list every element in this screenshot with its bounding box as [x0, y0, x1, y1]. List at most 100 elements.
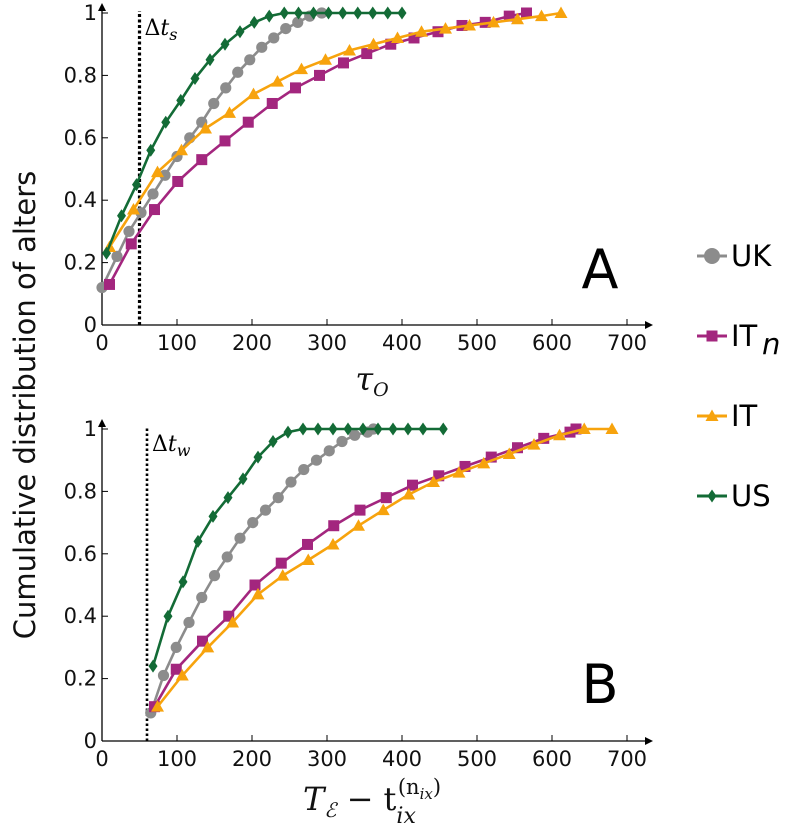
series-it: [151, 422, 619, 712]
data-point: [242, 116, 254, 128]
series-it: [103, 6, 568, 252]
data-point: [132, 178, 141, 192]
y-axis-arrow: [98, 419, 106, 427]
x-tick-label: 100: [157, 747, 197, 771]
x-axis-arrow: [645, 737, 653, 745]
series-uk: [145, 423, 380, 719]
data-point: [527, 438, 541, 450]
legend-marker: [705, 409, 719, 421]
y-tick-label: 1: [84, 417, 97, 441]
y-tick-label: 0.2: [64, 667, 97, 691]
data-point: [183, 616, 195, 629]
data-point: [235, 25, 245, 39]
series-it-n: [104, 7, 532, 290]
data-point: [459, 460, 471, 472]
data-point: [266, 97, 278, 109]
data-point: [135, 207, 147, 219]
y-tick-label: 0: [84, 729, 97, 753]
legend-label-subscript: n: [762, 327, 780, 361]
data-point: [338, 57, 349, 69]
data-point: [196, 154, 208, 166]
data-point: [290, 82, 301, 94]
data-point: [408, 32, 420, 44]
data-point: [553, 428, 566, 441]
data-point: [521, 7, 532, 19]
data-point: [259, 504, 272, 516]
series-us: [148, 422, 448, 673]
data-point: [577, 422, 591, 434]
data-point: [415, 25, 428, 37]
data-point: [197, 635, 208, 647]
data-point: [190, 72, 200, 86]
data-point: [338, 6, 348, 20]
data-point: [349, 429, 361, 441]
data-point: [125, 238, 137, 250]
x-tick-label: 300: [307, 331, 347, 355]
data-point: [310, 454, 323, 466]
legend-marker: [704, 248, 720, 264]
data-point: [247, 87, 260, 100]
data-point: [159, 169, 171, 181]
data-point: [407, 479, 418, 491]
data-point: [485, 451, 497, 463]
data-point: [358, 422, 368, 436]
data-point: [268, 434, 278, 448]
data-point: [275, 557, 287, 569]
series-line: [149, 427, 375, 714]
data-point: [223, 106, 236, 118]
data-point: [170, 663, 182, 675]
data-point: [175, 143, 188, 156]
data-point: [127, 203, 140, 215]
data-point: [175, 668, 189, 681]
panel-a: 0 100 200 300 400 500 600 700 0 0.2 0.4 0.6 0.8 1 Δts A…: [64, 1, 653, 401]
data-point: [391, 31, 404, 43]
y-tick-label: 0.8: [64, 479, 97, 503]
data-point: [605, 422, 619, 434]
data-point: [353, 6, 363, 20]
series-line: [108, 11, 527, 286]
x-axis-arrow: [645, 321, 653, 329]
x-tick-label: 300: [307, 747, 347, 771]
data-point: [326, 537, 340, 550]
panel-b: 0 100 200 300 400 500 600 700 0 0.2 0.4 0.6 0.8 1 Δtw B…: [64, 417, 653, 829]
data-point: [279, 6, 289, 20]
y-tick-label: 1: [84, 1, 97, 25]
series-line: [151, 427, 444, 667]
data-point: [309, 6, 318, 20]
data-point: [313, 422, 323, 436]
data-point: [123, 225, 135, 237]
x-tick-label: 200: [232, 747, 272, 771]
data-point: [512, 442, 523, 454]
data-point: [388, 422, 398, 436]
data-point: [208, 97, 220, 110]
data-point: [385, 38, 397, 50]
data-point: [433, 470, 445, 482]
data-point: [264, 9, 274, 23]
data-point: [271, 75, 284, 87]
legend-item-it: IT: [697, 399, 758, 433]
x-axis-label: Tℰ − tix(nix): [303, 775, 441, 829]
data-point: [285, 476, 297, 488]
y-tick-label: 0.8: [64, 63, 97, 87]
data-point: [376, 503, 390, 516]
data-point: [146, 143, 156, 157]
data-point: [294, 6, 303, 20]
data-point: [268, 32, 280, 44]
y-tick-label: 0.4: [64, 188, 97, 212]
data-point: [328, 422, 338, 436]
y-axis-label: Cumulative distribution of alters: [8, 171, 42, 639]
data-point: [403, 422, 413, 436]
legend-item-it-n: IT n: [697, 319, 780, 361]
data-point: [538, 432, 550, 444]
data-point: [238, 472, 248, 486]
data-point: [163, 609, 173, 623]
data-point: [249, 15, 259, 29]
data-point: [328, 520, 340, 532]
data-point: [380, 492, 392, 504]
x-tick-label: 0: [95, 331, 108, 355]
threshold-label: Δtw: [152, 432, 191, 460]
y-tick-label: 0.6: [64, 126, 97, 150]
series-us: [102, 6, 407, 260]
